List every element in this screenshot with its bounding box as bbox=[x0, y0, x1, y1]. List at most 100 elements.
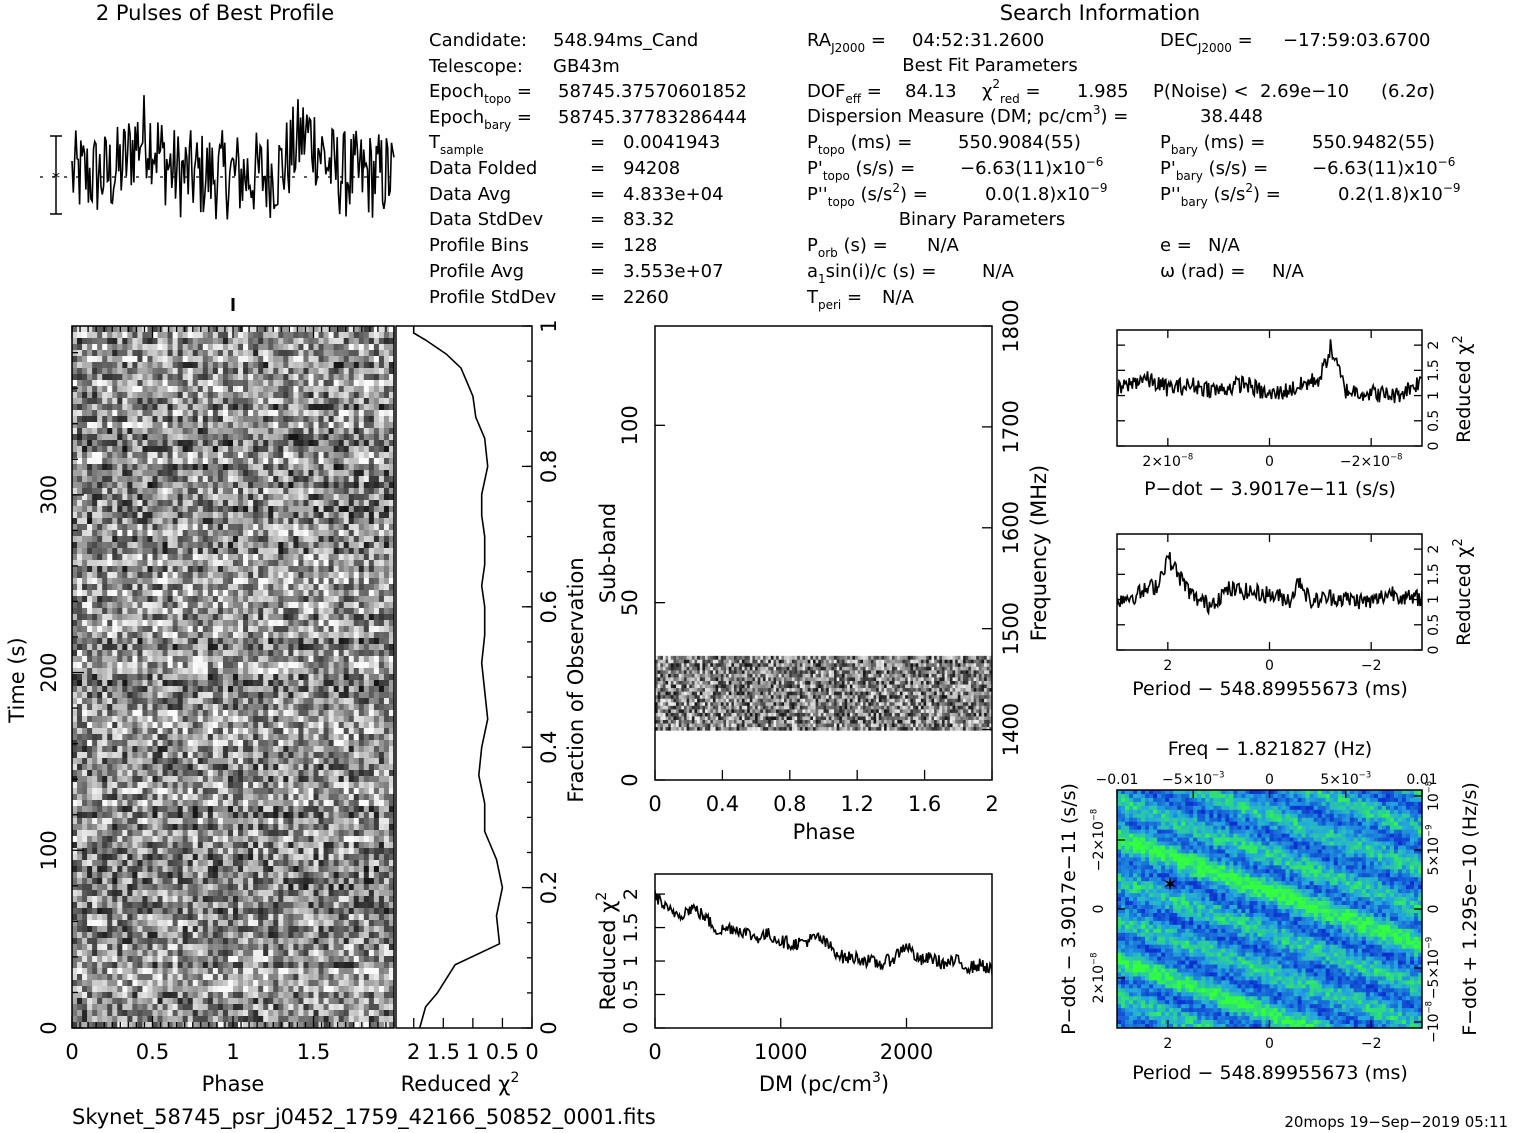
time-phase-cell bbox=[353, 482, 360, 489]
time-phase-cell bbox=[142, 674, 148, 681]
time-phase-cell bbox=[137, 548, 143, 555]
profile-title: 2 Pulses of Best Profile bbox=[96, 1, 334, 25]
time-phase-cell bbox=[137, 362, 143, 369]
time-phase-cell bbox=[298, 596, 304, 603]
time-phase-cell bbox=[132, 608, 138, 615]
time-phase-cell bbox=[253, 740, 259, 747]
time-phase-cell bbox=[343, 614, 350, 621]
time-phase-cell bbox=[167, 620, 173, 627]
time-phase-cell bbox=[172, 530, 178, 537]
time-phase-cell bbox=[207, 692, 214, 699]
time-phase-cell bbox=[318, 422, 324, 429]
time-phase-cell bbox=[192, 518, 199, 525]
time-phase-cell bbox=[238, 704, 244, 711]
time-phase-cell bbox=[353, 680, 360, 687]
time-phase-cell bbox=[202, 404, 209, 411]
time-phase-cell bbox=[293, 776, 299, 783]
time-phase-cell bbox=[202, 740, 209, 747]
time-phase-cell bbox=[233, 518, 239, 525]
time-phase-cell bbox=[147, 728, 153, 735]
time-phase-cell bbox=[388, 452, 394, 459]
time-phase-cell bbox=[283, 428, 289, 435]
time-phase-cell bbox=[263, 536, 269, 543]
time-phase-cell bbox=[308, 506, 314, 513]
time-phase-cell bbox=[358, 458, 365, 465]
time-phase-cell bbox=[182, 560, 189, 567]
time-phase-cell bbox=[253, 554, 259, 561]
time-phase-cell bbox=[117, 470, 123, 477]
time-phase-cell bbox=[137, 740, 143, 747]
time-phase-cell bbox=[77, 506, 83, 513]
time-phase-cell bbox=[107, 584, 113, 591]
time-phase-cell bbox=[112, 452, 118, 459]
time-phase-cell bbox=[167, 470, 173, 477]
time-phase-cell bbox=[348, 440, 355, 447]
time-phase-cell bbox=[112, 332, 118, 339]
time-phase-cell bbox=[388, 680, 394, 687]
time-phase-cell bbox=[378, 350, 385, 357]
time-phase-cell bbox=[353, 752, 360, 759]
time-phase-cell bbox=[383, 632, 390, 639]
time-phase-cell bbox=[152, 326, 158, 333]
time-phase-cell bbox=[92, 560, 98, 567]
time-phase-cell bbox=[328, 692, 334, 699]
time-phase-cell bbox=[227, 668, 234, 675]
time-phase-cell bbox=[137, 764, 143, 771]
time-phase-cell bbox=[358, 590, 365, 597]
time-phase-cell bbox=[182, 404, 189, 411]
time-phase-cell bbox=[278, 350, 284, 357]
time-phase-cell bbox=[82, 668, 88, 675]
time-phase-cell bbox=[308, 578, 314, 585]
time-phase-cell bbox=[298, 434, 304, 441]
time-phase-cell bbox=[82, 506, 88, 513]
time-phase-cell bbox=[308, 734, 314, 741]
time-phase-cell bbox=[192, 644, 199, 651]
time-phase-cell bbox=[92, 596, 98, 603]
time-phase-cell bbox=[202, 656, 209, 663]
time-phase-cell bbox=[308, 452, 314, 459]
time-phase-cell bbox=[303, 596, 309, 603]
time-phase-cell bbox=[338, 326, 344, 333]
time-phase-cell bbox=[147, 632, 153, 639]
time-phase-cell bbox=[222, 356, 229, 363]
time-phase-cell bbox=[212, 608, 219, 615]
time-phase-cell bbox=[298, 338, 304, 345]
time-phase-cell bbox=[142, 392, 148, 399]
time-phase-cell bbox=[288, 458, 294, 465]
time-phase-cell bbox=[187, 344, 194, 351]
time-phase-cell bbox=[293, 782, 299, 789]
time-phase-cell bbox=[278, 536, 284, 543]
time-phase-cell bbox=[323, 410, 329, 417]
time-phase-cell bbox=[368, 518, 375, 525]
time-phase-cell bbox=[227, 776, 234, 783]
time-phase-cell bbox=[308, 494, 314, 501]
time-phase-cell bbox=[217, 338, 224, 345]
time-phase-cell bbox=[343, 476, 350, 483]
time-phase-cell bbox=[253, 332, 259, 339]
time-phase-cell bbox=[177, 524, 183, 531]
time-phase-cell bbox=[233, 506, 239, 513]
time-phase-cell bbox=[348, 344, 355, 351]
time-phase-cell bbox=[288, 764, 294, 771]
time-phase-cell bbox=[308, 710, 314, 717]
time-phase-cell bbox=[212, 380, 219, 387]
time-phase-cell bbox=[233, 338, 239, 345]
time-phase-cell bbox=[137, 554, 143, 561]
time-phase-cell bbox=[167, 536, 173, 543]
time-phase-cell bbox=[333, 518, 339, 525]
time-phase-cell bbox=[207, 464, 214, 471]
time-phase-cell bbox=[363, 392, 370, 399]
time-phase-cell bbox=[278, 356, 284, 363]
time-phase-cell bbox=[383, 416, 390, 423]
time-phase-cell bbox=[243, 674, 249, 681]
time-phase-cell bbox=[268, 404, 274, 411]
time-phase-cell bbox=[258, 764, 264, 771]
time-phase-cell bbox=[293, 350, 299, 357]
time-phase-cell bbox=[293, 728, 299, 735]
time-phase-cell bbox=[278, 506, 284, 513]
time-phase-cell bbox=[318, 692, 324, 699]
time-phase-cell bbox=[142, 452, 148, 459]
time-phase-cell bbox=[383, 746, 390, 753]
time-phase-cell bbox=[132, 416, 138, 423]
time-phase-cell bbox=[338, 668, 344, 675]
